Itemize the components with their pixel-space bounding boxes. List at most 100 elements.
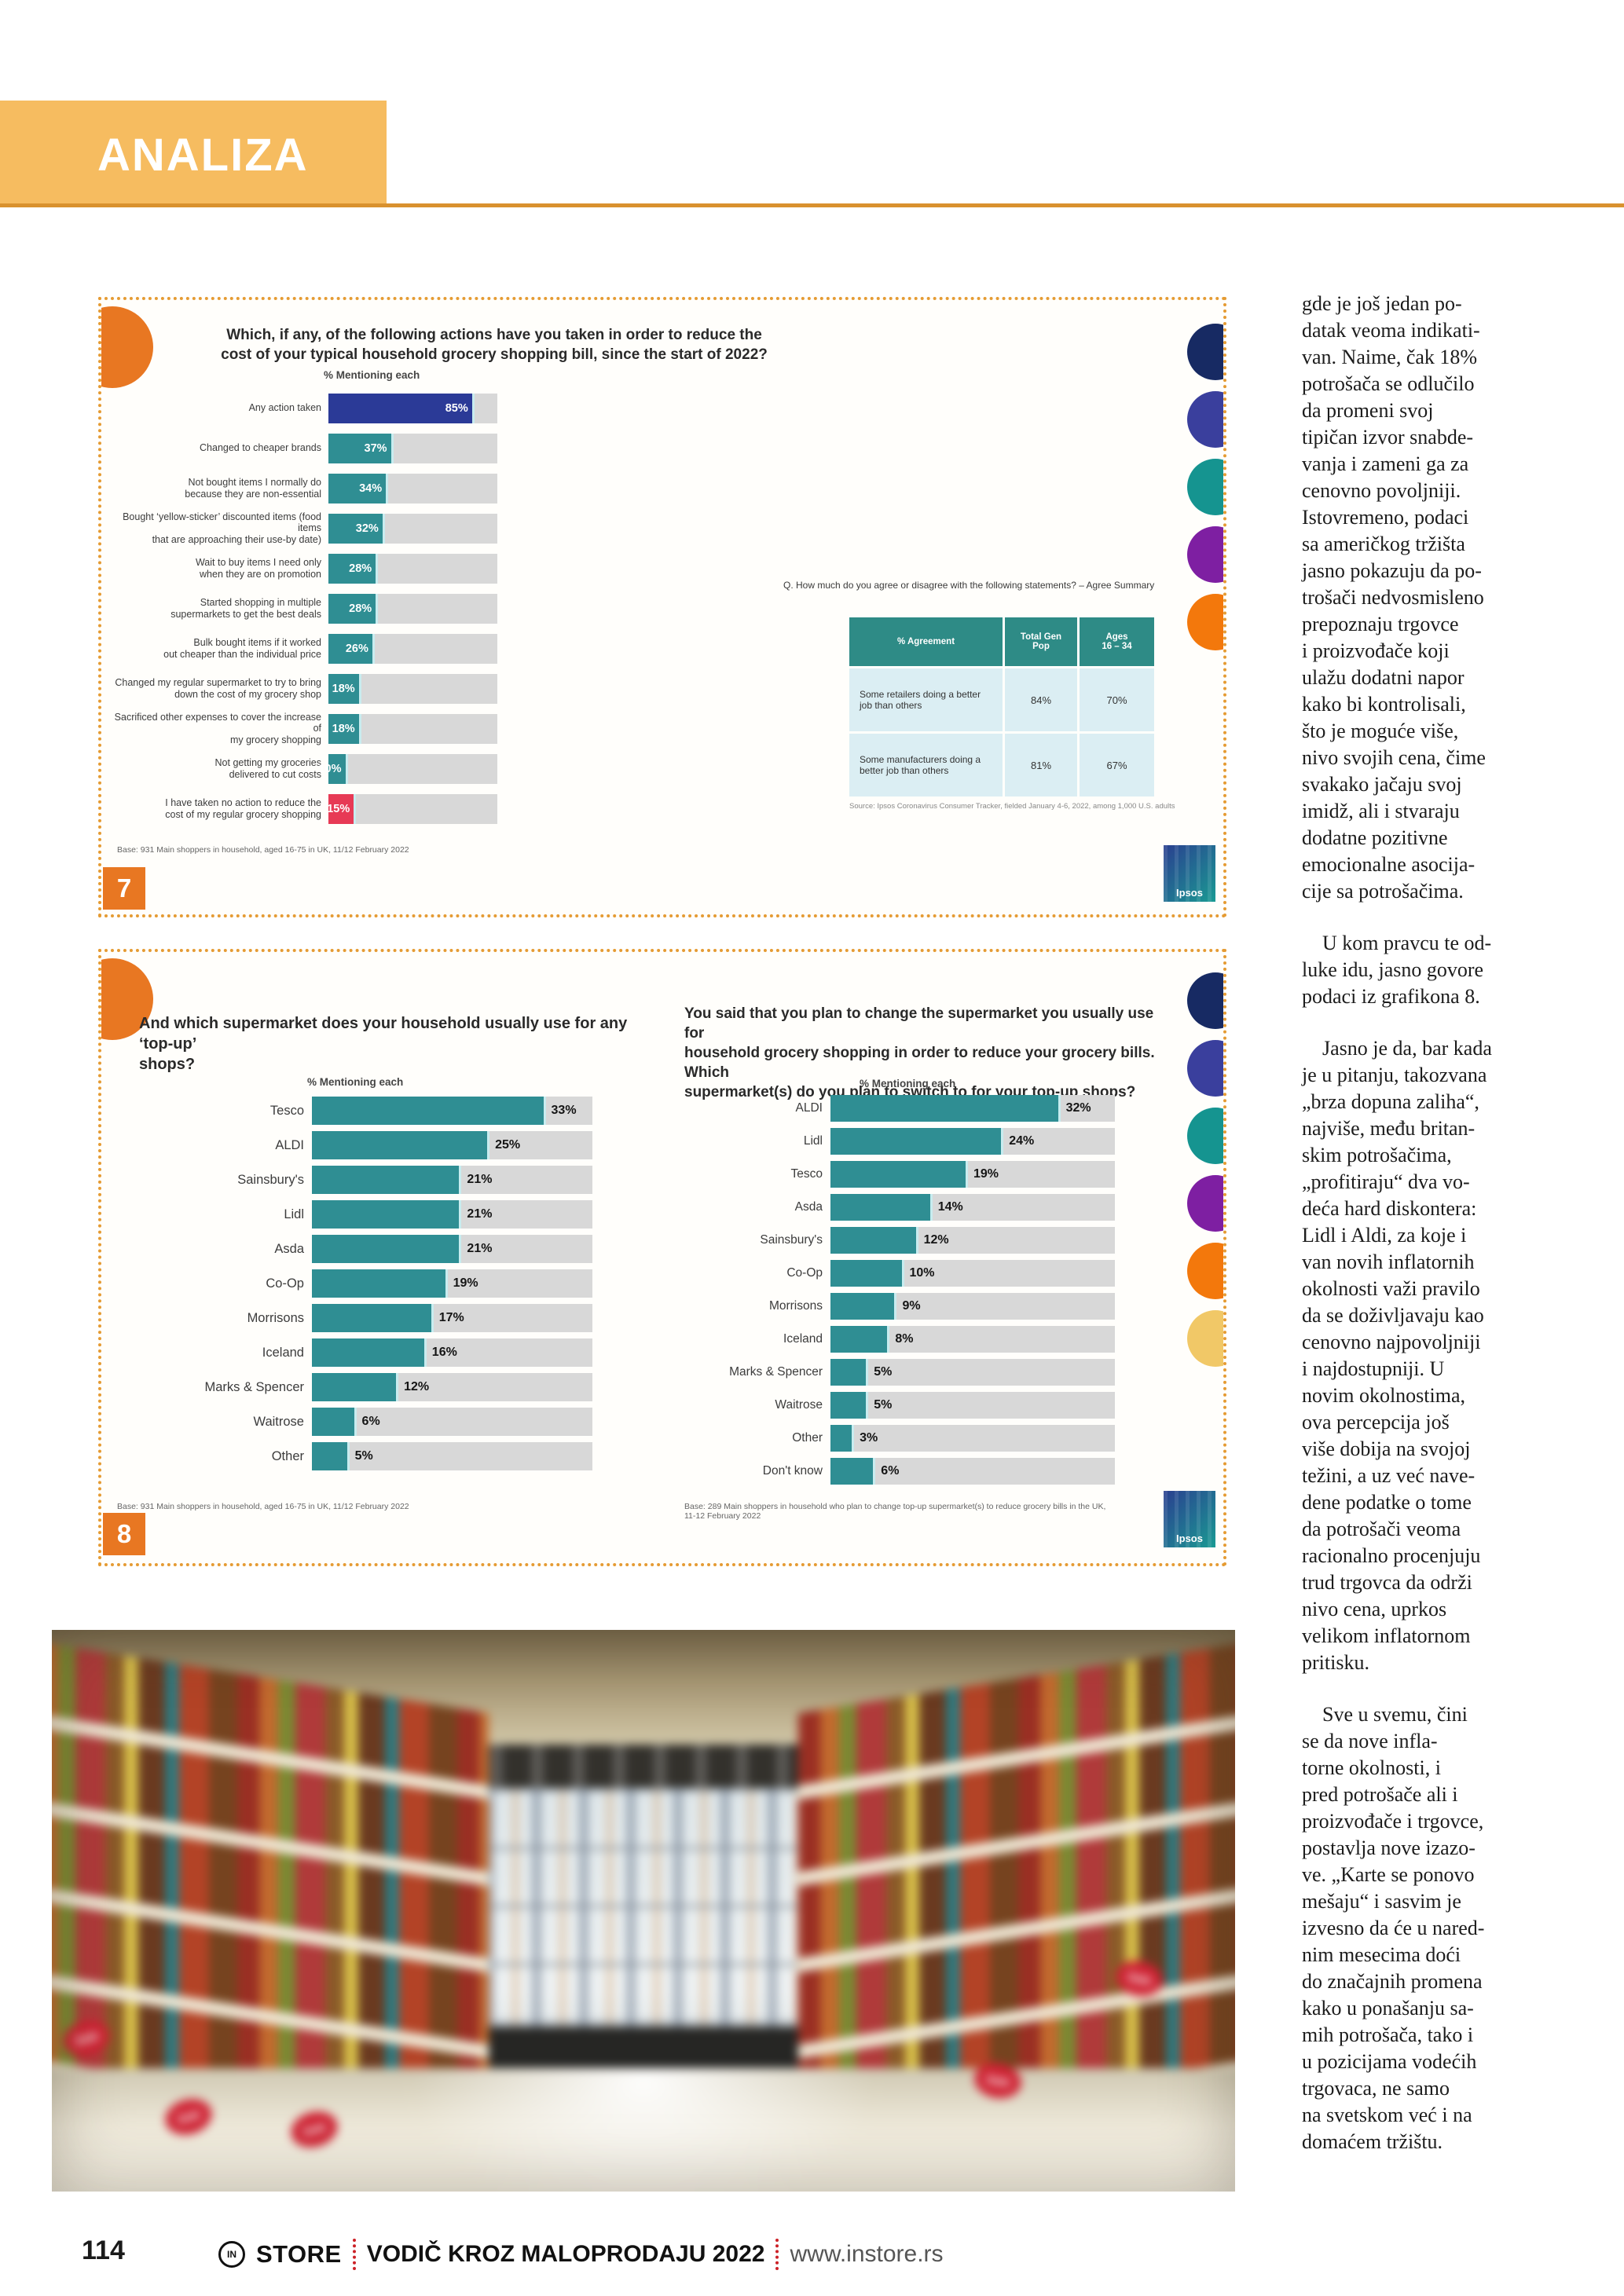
figure-7-badge: 7 <box>103 867 145 910</box>
fig8-right-bars: ALDI 32% Lidl 24% Tesco <box>626 1092 1176 1488</box>
fig8-left-bars: Tesco 33% ALDI 25% Sainsbury's <box>108 1093 618 1474</box>
bar-row: Iceland 8% <box>626 1323 1176 1356</box>
agree-table-header: % Agreement Total Gen Pop Ages 16 – 34 <box>849 617 1156 666</box>
banner-rule <box>0 203 1624 207</box>
bar-track: 17% <box>312 1304 592 1332</box>
bar-value: 6% <box>361 1415 380 1428</box>
article-paragraph: Jasno je da, bar kada je u pitanju, tako… <box>1302 1037 1492 1674</box>
bar-row: Sacrificed other expenses to cover the i… <box>108 709 504 749</box>
bar-track: 8% <box>830 1326 1115 1353</box>
bar-value: 24% <box>1009 1134 1035 1148</box>
table-row: Some retailers doing a better job than o… <box>849 668 1156 731</box>
bar-label: Other <box>792 1431 823 1445</box>
bar-value: 12% <box>404 1380 430 1393</box>
bar-label: I have taken no action to reduce the cos… <box>165 797 321 820</box>
page-footer: 114 IN STORE VODIČ KROZ MALOPRODAJU 2022… <box>0 2231 1624 2278</box>
decor-dot <box>1187 1310 1223 1367</box>
bar-label: ALDI <box>795 1101 823 1115</box>
bar-value: 34% <box>359 482 383 495</box>
bar-row: Lidl 21% <box>108 1197 618 1232</box>
bar-value: 18% <box>332 722 355 735</box>
bar <box>312 1131 490 1159</box>
bar-row: Waitrose 5% <box>626 1389 1176 1422</box>
bar <box>830 1095 1061 1122</box>
bar-value: 25% <box>495 1138 521 1152</box>
bar-track: 32% <box>830 1095 1115 1122</box>
bar-row: Not getting my groceries delivered to cu… <box>108 749 504 789</box>
fig8-left-axis-label: % Mentioning each <box>307 1076 404 1088</box>
agree-summary-block: Q. How much do you agree or disagree wit… <box>783 580 1223 811</box>
bar-track: 34% <box>328 473 497 504</box>
bar-row: Morrisons 9% <box>626 1290 1176 1323</box>
decor-dot <box>1187 594 1223 650</box>
bar-value: 6% <box>881 1464 900 1478</box>
bar-label: Waitrose <box>775 1398 823 1412</box>
article-paragraph: U kom pravcu te od- luke idu, jasno govo… <box>1302 932 1492 1008</box>
supermarket-photo: Sale Sale Sale Sale Sale <box>52 1630 1235 2192</box>
bar-value: 21% <box>467 1207 493 1221</box>
bar: 18% <box>328 673 361 704</box>
bar-label: Don't know <box>762 1464 823 1478</box>
bar-row: Sainsbury's 21% <box>108 1163 618 1197</box>
decor-dot <box>1187 324 1223 380</box>
bar-row: ALDI 32% <box>626 1092 1176 1125</box>
bar-track: 19% <box>830 1161 1115 1188</box>
bar <box>830 1128 1004 1155</box>
bar-row: I have taken no action to reduce the cos… <box>108 789 504 829</box>
bar-row: Any action taken 85% <box>108 388 504 428</box>
bar-value: 14% <box>937 1200 963 1214</box>
agree-table: % Agreement Total Gen Pop Ages 16 – 34 S… <box>849 617 1156 796</box>
photo-back-fridge <box>485 1788 799 2126</box>
bar-label: Lidl <box>284 1207 304 1221</box>
bar-label: Asda <box>794 1200 823 1214</box>
bar-row: Tesco 19% <box>626 1158 1176 1191</box>
agree-question: Q. How much do you agree or disagree wit… <box>783 580 1155 591</box>
bar <box>830 1227 918 1254</box>
sale-sign: Sale <box>971 2060 1025 2102</box>
bar-value: 19% <box>453 1276 478 1290</box>
bar-value: 32% <box>355 522 379 535</box>
fig7-base-note: Base: 931 Main shoppers in household, ag… <box>117 845 409 855</box>
bar-track: 5% <box>830 1392 1115 1419</box>
side-dots-decoration <box>1187 324 1223 650</box>
photo-blur-layers: Sale Sale Sale Sale Sale <box>52 1630 1235 2192</box>
bar-label: ALDI <box>275 1137 304 1152</box>
bar-label: Iceland <box>262 1345 304 1360</box>
bar-label: Changed to cheaper brands <box>200 442 321 454</box>
decor-dot <box>1187 1108 1223 1164</box>
bar-row: Other 3% <box>626 1422 1176 1455</box>
bar-track: 28% <box>328 553 497 584</box>
corner-circle-decoration <box>101 306 153 388</box>
bar <box>312 1373 399 1401</box>
bar-row: Bought ‘yellow-sticker’ discounted items… <box>108 508 504 548</box>
fig8-right-base-note: Base: 289 Main shoppers in household who… <box>684 1502 1106 1521</box>
table-cell-young: 67% <box>1080 734 1154 796</box>
bar-label: Morrisons <box>768 1299 823 1313</box>
sale-sign: Sale <box>161 2093 216 2140</box>
bar-row: Lidl 24% <box>626 1125 1176 1158</box>
side-dots-decoration <box>1187 972 1223 1367</box>
bar-row: Bulk bought items if it worked out cheap… <box>108 628 504 668</box>
table-cell-young: 70% <box>1080 668 1154 731</box>
bar-row: Started shopping in multiple supermarket… <box>108 588 504 628</box>
sale-sign: Sale <box>287 2106 342 2153</box>
bar <box>312 1097 546 1125</box>
bar-row: Don't know 6% <box>626 1455 1176 1488</box>
bar-row: Tesco 33% <box>108 1093 618 1128</box>
bar-row: Not bought items I normally do because t… <box>108 468 504 508</box>
bar-track: 21% <box>312 1200 592 1229</box>
bar-label: Bought ‘yellow-sticker’ discounted items… <box>123 511 321 545</box>
bar-value: 17% <box>438 1311 464 1324</box>
bar-track: 19% <box>312 1269 592 1298</box>
table-cell-total: 81% <box>1005 734 1077 796</box>
bar <box>312 1304 434 1332</box>
ipsos-logo: Ipsos <box>1164 845 1215 902</box>
bar <box>312 1269 448 1298</box>
bar-value: 26% <box>345 642 368 655</box>
bar-row: Changed my regular supermarket to try to… <box>108 668 504 709</box>
table-cell-statement: Some manufacturers doing a better job th… <box>849 734 1003 796</box>
decor-dot <box>1187 1175 1223 1232</box>
bar-label: Other <box>271 1448 304 1463</box>
bar-track: 16% <box>312 1338 592 1367</box>
